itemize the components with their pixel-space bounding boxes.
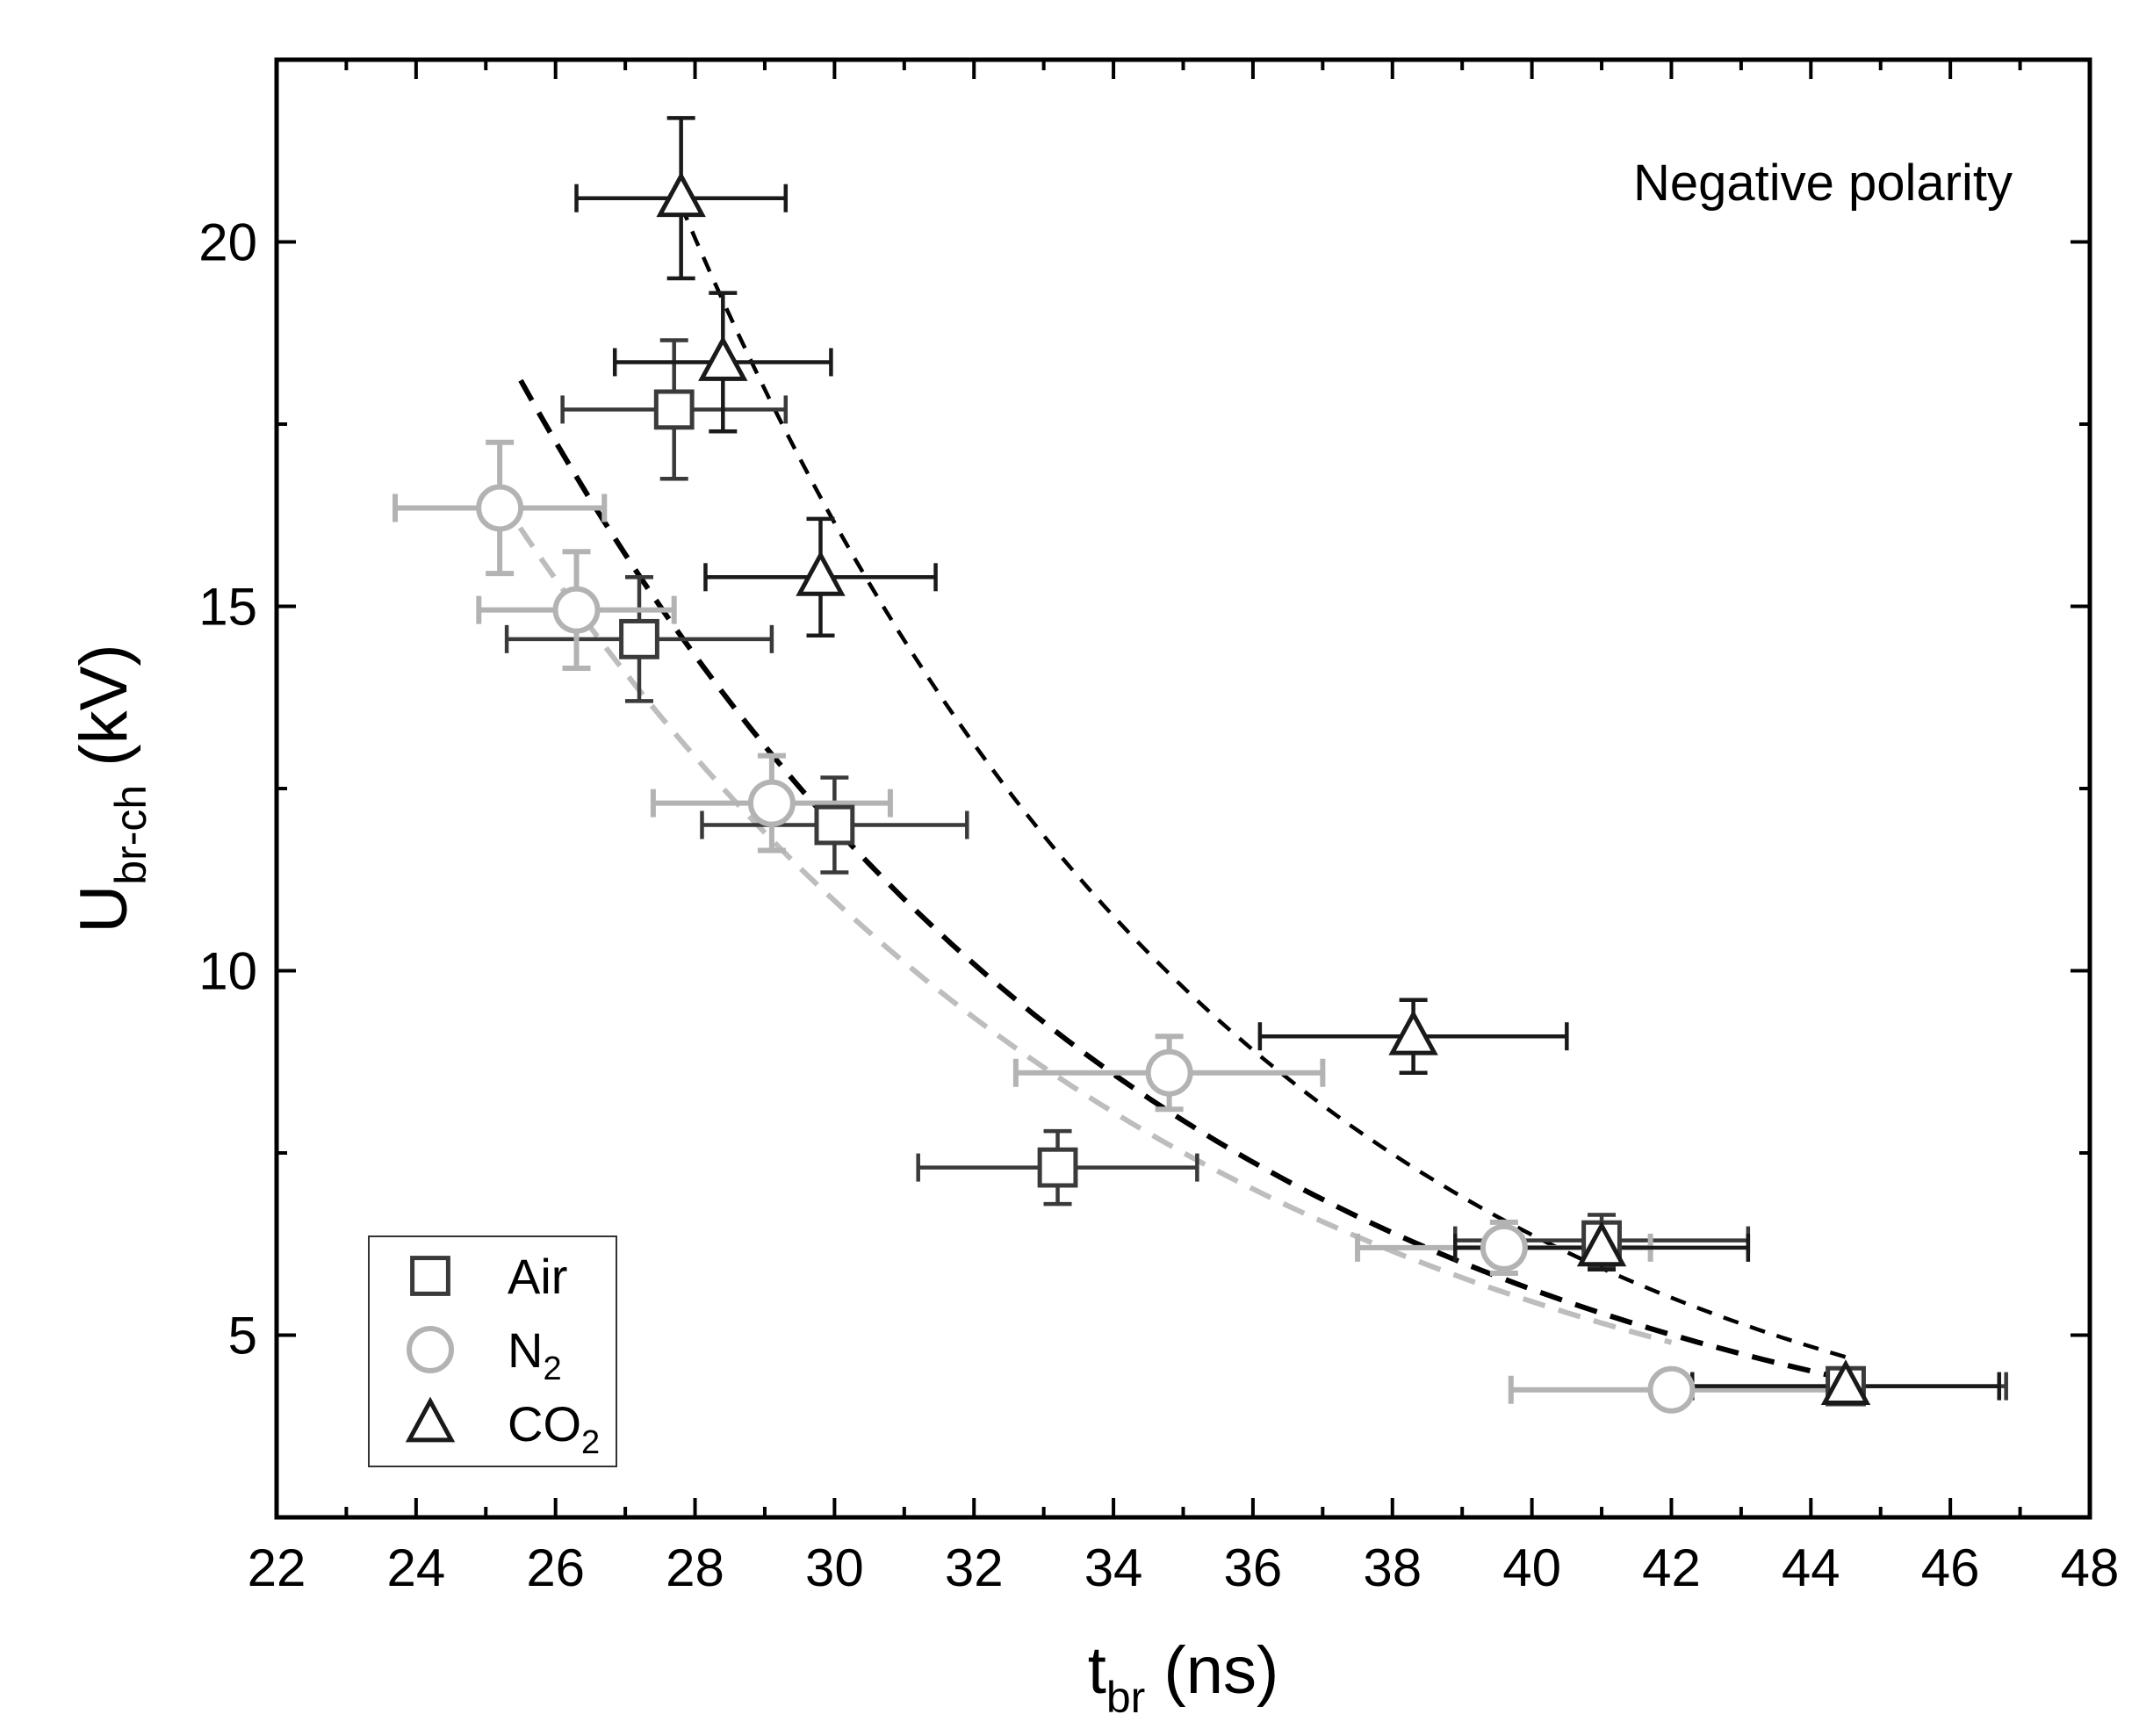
data-point-n2	[1647, 1365, 1696, 1414]
x-axis-title-main: t	[1088, 1633, 1106, 1708]
x-tick-label: 38	[1363, 1538, 1422, 1597]
x-tick-label: 24	[386, 1538, 445, 1597]
x-axis-title-subscript: br	[1106, 1673, 1145, 1722]
y-axis-title-unit: (kV)	[67, 644, 141, 784]
data-point-n2	[552, 586, 601, 634]
data-point-co2	[1576, 1221, 1627, 1267]
data-point-co2	[698, 335, 748, 381]
data-point-n2	[1480, 1223, 1528, 1271]
legend-label-n2: N2	[508, 1322, 562, 1387]
data-point-n2	[1145, 1048, 1193, 1097]
legend-marker-n2	[407, 1326, 454, 1373]
error-bars	[393, 116, 2008, 1404]
x-tick-label: 30	[805, 1538, 864, 1597]
y-tick-label: 15	[198, 578, 257, 637]
fit-curve-air	[518, 378, 1847, 1382]
y-axis-title: Ubr-ch (kV)	[67, 644, 155, 933]
x-tick-label: 32	[945, 1538, 1004, 1597]
x-tick-label: 22	[248, 1538, 306, 1597]
y-axis-title-main: U	[67, 885, 141, 933]
y-axis-title-subscript: br-ch	[106, 785, 155, 885]
fit-curves	[497, 205, 1847, 1382]
legend-label-main: Air	[508, 1249, 567, 1304]
y-tick-label: 20	[198, 213, 257, 272]
data-point-co2	[1820, 1359, 1871, 1405]
legend-marker-air	[410, 1256, 450, 1296]
y-tick-label: 10	[198, 942, 257, 1001]
legend-label-subscript: 2	[543, 1351, 561, 1387]
x-tick-label: 26	[526, 1538, 585, 1597]
data-point-co2	[796, 550, 846, 596]
data-point-air	[653, 389, 695, 430]
data-point-co2	[1388, 1009, 1438, 1055]
x-tick-label: 28	[666, 1538, 724, 1597]
legend-label-subscript: 2	[581, 1424, 600, 1461]
axis-ticks	[275, 60, 2092, 1517]
polarity-annotation: Negative polarity	[1633, 155, 2013, 212]
data-point-air	[1037, 1147, 1078, 1188]
x-tick-label: 34	[1084, 1538, 1143, 1597]
x-tick-label: 44	[1782, 1538, 1840, 1597]
data-point-air	[619, 618, 659, 659]
x-tick-label: 42	[1642, 1538, 1701, 1597]
x-tick-label: 48	[2061, 1538, 2120, 1597]
x-axis-title-unit: (ns)	[1145, 1633, 1278, 1708]
legend-label-air: Air	[508, 1249, 567, 1304]
legend-label-main: N	[508, 1322, 543, 1378]
legend-label-co2: CO2	[508, 1396, 600, 1461]
legend-marker-co2	[405, 1396, 456, 1443]
x-tick-label: 40	[1502, 1538, 1561, 1597]
data-point-co2	[656, 171, 706, 218]
data-point-n2	[747, 779, 796, 827]
legend-label-main: CO	[508, 1396, 581, 1451]
y-tick-label: 5	[228, 1307, 257, 1365]
data-markers	[476, 171, 1871, 1414]
x-tick-label: 36	[1224, 1538, 1283, 1597]
x-tick-label: 46	[1921, 1538, 1980, 1597]
x-axis-title: tbr (ns)	[1088, 1633, 1279, 1722]
data-point-air	[814, 804, 855, 846]
data-point-n2	[476, 484, 524, 532]
fit-curve-co2	[679, 205, 1847, 1359]
